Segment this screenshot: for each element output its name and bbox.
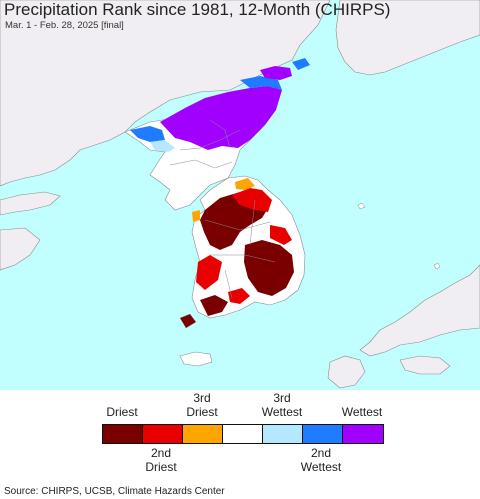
northeast-wettest-patch bbox=[260, 66, 292, 80]
ulleung-island bbox=[357, 202, 366, 210]
south-korea-second-driest bbox=[232, 188, 272, 212]
legend-swatch-normal bbox=[223, 425, 263, 443]
jeju-island bbox=[179, 351, 213, 367]
legend-label-third-driest: 3rd Driest bbox=[186, 391, 218, 419]
legend-swatch-third-wettest bbox=[263, 425, 303, 443]
south-korea-second-driest-east bbox=[270, 225, 292, 245]
source-credit: Source: CHIRPS, UCSB, Climate Hazards Ce… bbox=[4, 486, 225, 497]
land-japan-shikoku bbox=[399, 355, 451, 375]
land-coast-west bbox=[0, 191, 61, 216]
precipitation-map bbox=[0, 0, 480, 390]
legend-swatch-second-driest bbox=[143, 425, 183, 443]
south-korea-third-driest bbox=[235, 178, 255, 190]
legend-label-third-wettest: 3rd Wettest bbox=[261, 391, 303, 419]
island-small-east bbox=[433, 262, 441, 270]
legend-label-second-driest: 2nd Driest bbox=[145, 446, 177, 474]
map-title: Precipitation Rank since 1981, 12-Month … bbox=[4, 0, 391, 19]
southwest-islands bbox=[179, 313, 197, 329]
south-korea-south-second-driest bbox=[228, 288, 250, 304]
north-korea-wettest-area bbox=[160, 86, 282, 150]
land-china-south bbox=[0, 227, 41, 271]
legend-swatch-driest bbox=[103, 425, 143, 443]
land-russia-east bbox=[335, 0, 480, 76]
south-korea-south-driest bbox=[200, 295, 228, 316]
north-korea-third-wettest bbox=[150, 140, 175, 152]
south-korea-second-driest-west bbox=[196, 255, 222, 290]
land-japan-honshu bbox=[359, 264, 480, 357]
north-korea-second-wettest-2 bbox=[240, 76, 282, 90]
legend-swatch-third-driest bbox=[183, 425, 223, 443]
province-boundaries bbox=[169, 119, 276, 299]
legend-label-second-wettest: 2nd Wettest bbox=[300, 446, 342, 474]
legend-swatch-second-wettest bbox=[303, 425, 343, 443]
map-subtitle: Mar. 1 - Feb. 28, 2025 [final] bbox=[5, 20, 124, 31]
legend-label-driest: Driest bbox=[106, 405, 138, 419]
land-japan-kyushu bbox=[327, 355, 366, 389]
land-mainland-outside bbox=[0, 0, 331, 187]
northeast-second-wettest bbox=[292, 58, 310, 70]
legend-color-bar bbox=[102, 424, 384, 444]
north-korea-second-wettest bbox=[130, 126, 165, 142]
south-korea-third-driest-2 bbox=[192, 210, 200, 222]
legend-label-wettest: Wettest bbox=[341, 405, 383, 419]
legend-swatch-wettest bbox=[343, 425, 383, 443]
south-korea-driest-south bbox=[244, 240, 294, 296]
